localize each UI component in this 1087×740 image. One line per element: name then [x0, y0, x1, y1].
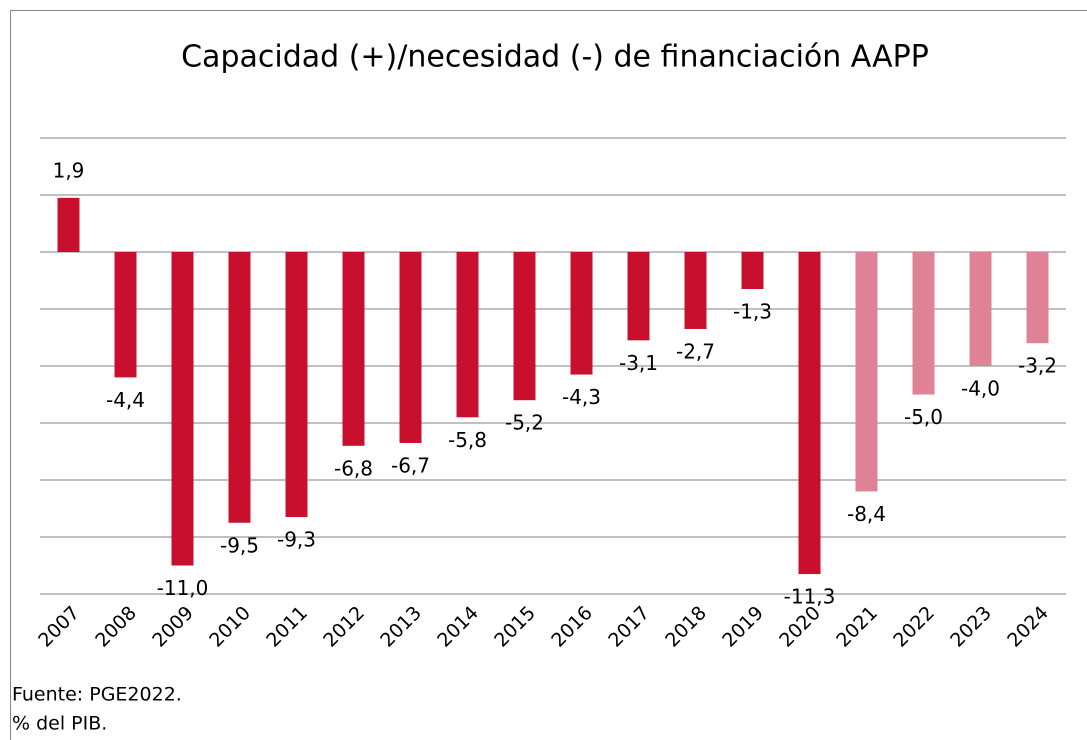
value-label: -9,5: [220, 533, 259, 557]
bar: [114, 252, 137, 378]
chart-title: Capacidad (+)/necesidad (-) de financiac…: [181, 40, 929, 75]
value-label: -5,8: [448, 428, 487, 452]
bar: [1026, 252, 1049, 344]
unit-note: % del PIB.: [12, 713, 107, 735]
value-label: -5,0: [904, 405, 943, 429]
x-tick-label: 2020: [775, 602, 825, 652]
bar: [969, 252, 992, 366]
value-label: -4,0: [961, 377, 1000, 401]
bar: [684, 252, 707, 329]
x-tick-label: 2018: [661, 602, 711, 652]
value-label: -11,3: [784, 585, 836, 609]
value-label: -6,7: [391, 453, 430, 477]
bar: [342, 252, 365, 446]
bar: [171, 252, 194, 566]
value-label: -5,2: [505, 411, 544, 435]
source-note: Fuente: PGE2022.: [12, 684, 182, 706]
bar: [456, 252, 479, 418]
value-label: -2,7: [676, 339, 715, 363]
value-label: -4,4: [106, 388, 145, 412]
value-label: 1,9: [53, 158, 85, 182]
x-tick-label: 2024: [1003, 602, 1053, 652]
chart-frame: [10, 10, 1087, 740]
bar: [513, 252, 536, 401]
bar: [228, 252, 251, 523]
x-tick-label: 2019: [718, 602, 768, 652]
value-label: -3,1: [619, 351, 658, 375]
x-tick-label: 2022: [889, 602, 939, 652]
x-tick-label: 2023: [946, 602, 996, 652]
x-tick-label: 2014: [433, 602, 483, 652]
x-tick-label: 2015: [490, 602, 540, 652]
bar: [798, 252, 821, 575]
x-tick-label: 2009: [148, 602, 198, 652]
x-tick-label: 2010: [205, 602, 255, 652]
x-tick-label: 2008: [91, 602, 141, 652]
bar: [57, 197, 80, 252]
x-tick-label: 2017: [604, 602, 654, 652]
value-label: -11,0: [157, 576, 209, 600]
value-label: -4,3: [562, 385, 601, 409]
bar: [627, 252, 650, 341]
bar: [399, 252, 422, 443]
x-tick-label: 2013: [376, 602, 426, 652]
bar: [741, 252, 764, 290]
value-label: -6,8: [334, 456, 373, 480]
x-tick-label: 2021: [832, 602, 882, 652]
x-tick-label: 2011: [262, 602, 312, 652]
bar: [855, 252, 878, 492]
x-tick-label: 2012: [319, 602, 369, 652]
value-label: -1,3: [733, 300, 772, 324]
value-label: -3,2: [1018, 354, 1057, 378]
bar: [570, 252, 593, 375]
value-label: -9,3: [277, 528, 316, 552]
x-tick-label: 2016: [547, 602, 597, 652]
bar: [285, 252, 308, 518]
bar: [912, 252, 935, 395]
value-label: -8,4: [847, 502, 886, 526]
x-tick-label: 2007: [34, 602, 84, 652]
